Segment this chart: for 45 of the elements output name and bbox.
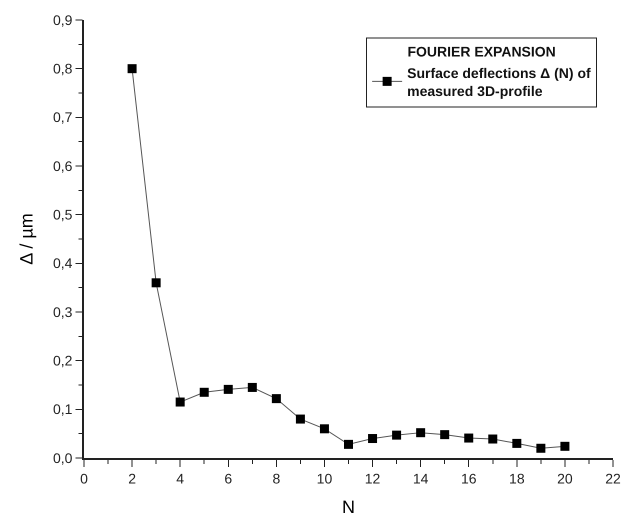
y-tick-label: 0,1 [52, 401, 73, 418]
point [320, 424, 329, 434]
x-tick-label: 20 [557, 470, 573, 487]
point [440, 430, 450, 440]
point [224, 384, 233, 394]
y-tick-label: 0,3 [52, 304, 73, 320]
y-tick-label: 0,4 [52, 255, 73, 272]
point [128, 64, 137, 74]
x-tick-label: 22 [605, 470, 621, 487]
point [296, 414, 305, 424]
point [200, 388, 209, 397]
x-tick-label: 2 [128, 470, 136, 487]
point [248, 382, 257, 392]
y-tick-label: 0,8 [52, 60, 73, 77]
point [488, 434, 498, 444]
point [512, 438, 522, 448]
point [392, 430, 402, 440]
point [416, 428, 426, 438]
point [560, 442, 570, 451]
legend-label: Surface deflections Δ (N) of measured 3D-profile [407, 64, 591, 99]
point [272, 394, 281, 404]
y-tick-label: 0,0 [52, 450, 73, 466]
legend-title: FOURIER EXPANSION [407, 44, 556, 60]
y-tick-label: 0,5 [52, 206, 73, 223]
y-tick-label: 0,9 [52, 12, 73, 28]
x-tick-label: 14 [412, 470, 429, 487]
y-tick-label: 0,6 [52, 158, 73, 174]
x-tick-label: 18 [509, 470, 525, 487]
x-tick-label: 10 [316, 470, 332, 487]
y-axis-title: Δ / µm [16, 213, 37, 265]
point [152, 278, 161, 288]
point [176, 398, 185, 407]
x-tick-label: 6 [224, 470, 232, 487]
x-axis-title: N [342, 497, 355, 518]
point [464, 434, 474, 443]
x-tick-label: 16 [460, 470, 477, 487]
x-tick-label: 0 [80, 470, 88, 487]
x-tick-label: 8 [272, 470, 280, 487]
y-tick-label: 0,2 [52, 352, 73, 369]
point [536, 444, 546, 453]
x-tick-label: 12 [364, 470, 381, 487]
point [368, 434, 378, 444]
y-tick-label: 0,7 [52, 109, 73, 126]
x-tick-label: 4 [176, 470, 184, 487]
point [344, 440, 353, 449]
